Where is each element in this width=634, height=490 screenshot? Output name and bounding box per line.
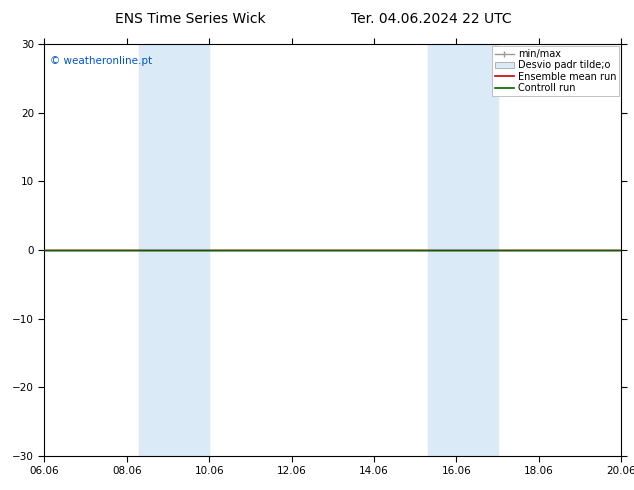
Text: © weatheronline.pt: © weatheronline.pt <box>50 56 152 67</box>
Text: Ter. 04.06.2024 22 UTC: Ter. 04.06.2024 22 UTC <box>351 12 512 26</box>
Legend: min/max, Desvio padr tilde;o, Ensemble mean run, Controll run: min/max, Desvio padr tilde;o, Ensemble m… <box>492 46 619 96</box>
Bar <box>139 44 209 456</box>
Text: ENS Time Series Wick: ENS Time Series Wick <box>115 12 266 26</box>
Bar <box>427 44 498 456</box>
